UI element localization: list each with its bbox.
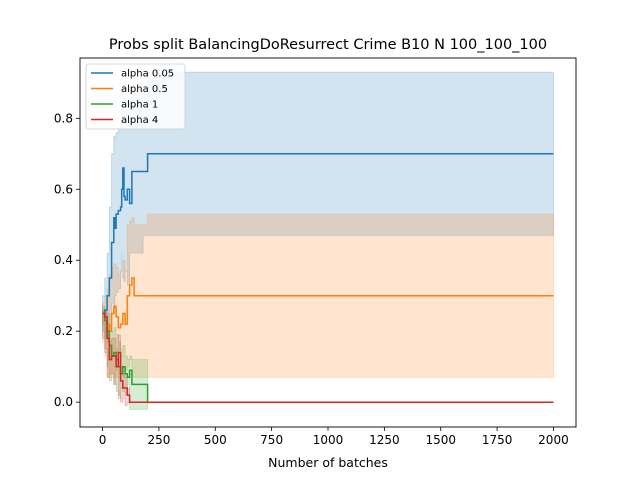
x-tick-label: 500	[204, 433, 227, 447]
x-axis: 0 250 500 750 1000 1250 1500 1750 2000	[99, 427, 569, 447]
x-tick-label: 1750	[482, 433, 513, 447]
legend-label: alpha 0.5	[121, 84, 168, 95]
y-tick-label: 0.8	[54, 111, 73, 125]
legend-label: alpha 1	[121, 100, 158, 111]
legend: alpha 0.05 alpha 0.5 alpha 1 alpha 4	[85, 63, 186, 130]
x-tick-label: 1000	[313, 433, 344, 447]
legend-label: alpha 0.05	[121, 69, 174, 80]
x-tick-label: 250	[147, 433, 170, 447]
series-lines	[102, 153, 554, 403]
y-tick-label: 0.6	[54, 182, 73, 196]
x-tick-label: 1500	[425, 433, 456, 447]
legend-box	[85, 63, 186, 130]
line-series-2	[102, 277, 554, 332]
y-axis: 0.0 0.2 0.4 0.6 0.8	[54, 111, 80, 409]
x-tick-label: 0	[99, 433, 107, 447]
x-axis-label: Number of batches	[268, 455, 388, 470]
y-tick-label: 0.2	[54, 324, 73, 338]
y-tick-label: 0.0	[54, 395, 73, 409]
band-series-3	[102, 306, 148, 410]
x-tick-label: 1250	[369, 433, 400, 447]
line-series-4	[102, 312, 554, 403]
line-series-1	[102, 153, 554, 315]
x-tick-label: 750	[260, 433, 283, 447]
x-tick-label: 2000	[538, 433, 569, 447]
legend-label: alpha 4	[121, 115, 158, 126]
y-tick-label: 0.4	[54, 253, 73, 267]
chart-title: Probs split BalancingDoResurrect Crime B…	[109, 37, 547, 53]
